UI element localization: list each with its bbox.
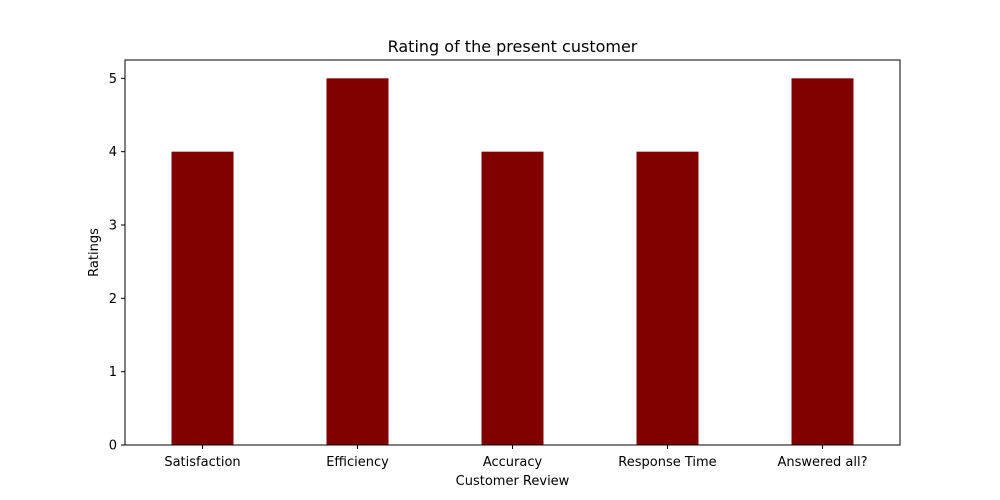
y-axis-label: Ratings [87,228,102,277]
plot-frame [124,59,901,446]
bars-group [171,78,854,445]
x-tick-label-1: Efficiency [326,455,389,470]
x-axis-label: Customer Review [456,474,570,489]
bar-4 [791,78,854,445]
x-tick-label-3: Response Time [618,455,716,470]
x-tick-label-2: Accuracy [483,455,543,470]
y-tick-label-2: 2 [109,292,117,307]
chart-title: Rating of the present customer [388,37,638,56]
y-axis-ticks: 0 1 2 3 4 5 [109,72,125,454]
y-tick-label-5: 5 [109,72,117,87]
y-tick-label-1: 1 [109,365,117,380]
y-tick-label-3: 3 [109,219,117,234]
y-tick-label-4: 4 [109,145,117,160]
y-tick-label-0: 0 [109,439,117,454]
bar-1 [326,78,389,445]
x-axis-ticks: Satisfaction Efficiency Accuracy Response T… [164,445,868,470]
bar-2 [481,151,544,445]
x-tick-label-0: Satisfaction [164,455,240,470]
x-tick-label-4: Answered all? [777,455,867,470]
bar-0 [171,151,234,445]
bar-3 [636,151,699,445]
